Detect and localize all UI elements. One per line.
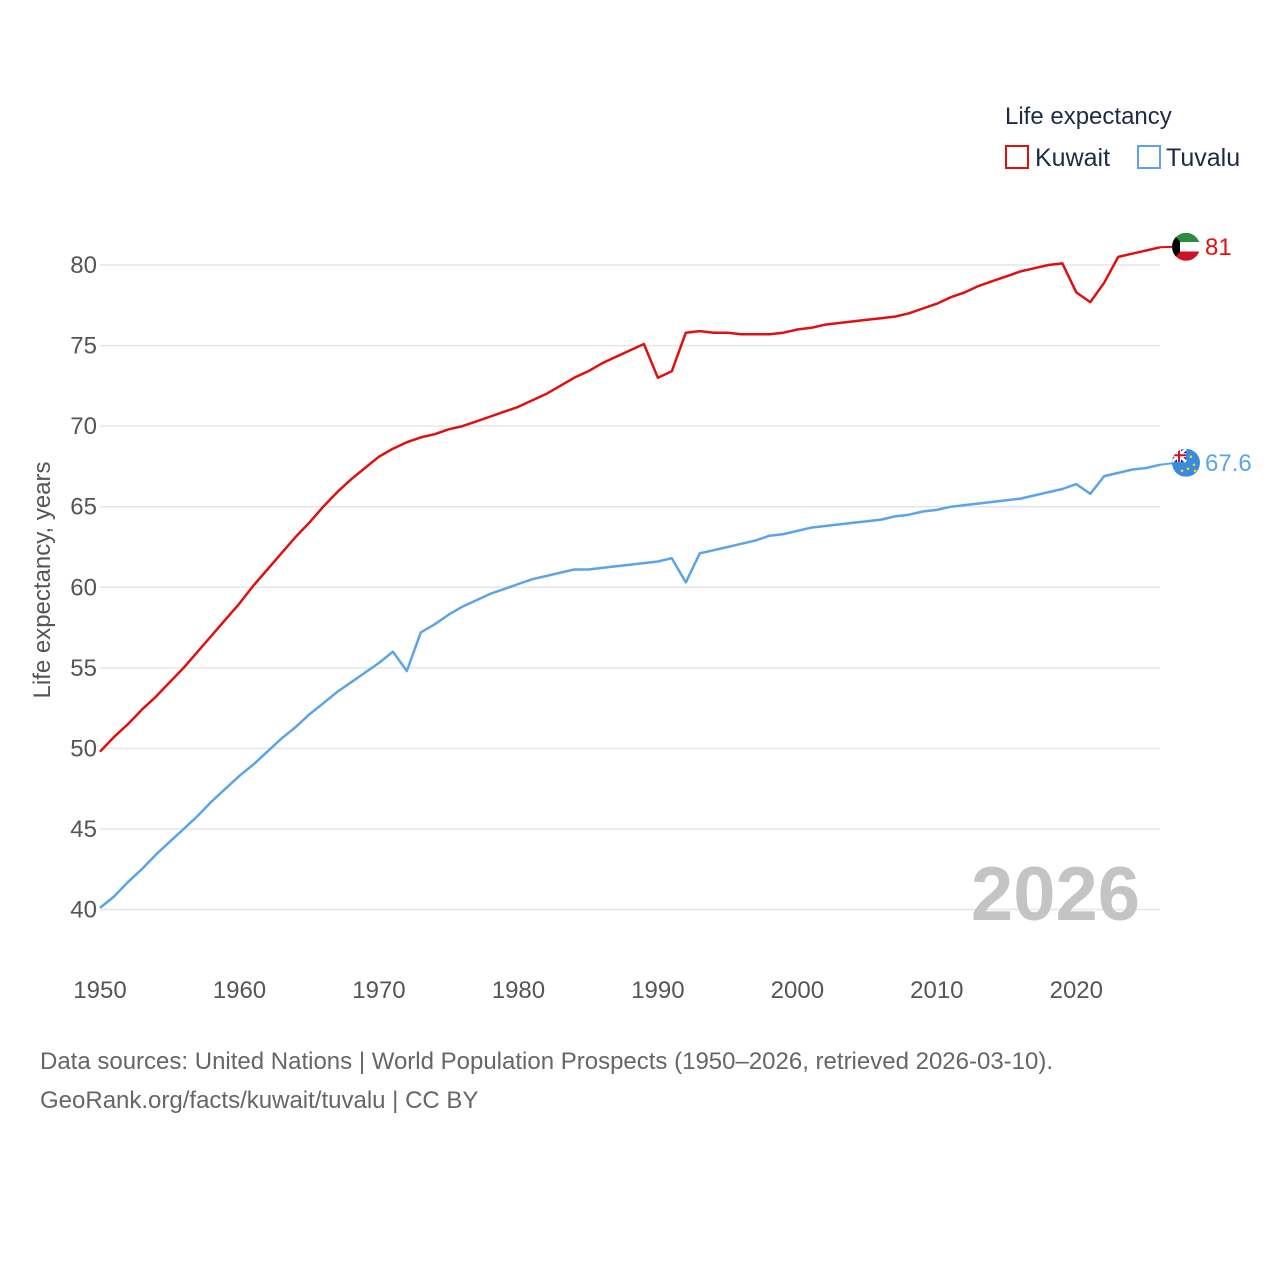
end-label-kuwait: 81 — [1205, 234, 1232, 261]
y-tick-label: 60 — [70, 574, 97, 601]
x-tick-label: 1960 — [213, 977, 266, 1004]
legend-item-tuvalu[interactable]: Tuvalu — [1137, 144, 1240, 172]
x-tick-label: 2010 — [910, 977, 963, 1004]
y-tick-label: 45 — [70, 816, 97, 843]
source-line-1: Data sources: United Nations | World Pop… — [40, 1048, 1053, 1075]
x-tick-label: 1970 — [352, 977, 405, 1004]
y-tick-label: 40 — [70, 897, 97, 924]
y-tick-label: 55 — [70, 655, 97, 682]
source-line-2[interactable]: GeoRank.org/facts/kuwait/tuvalu | CC BY — [40, 1087, 478, 1114]
end-label-tuvalu: 67.6 — [1205, 450, 1252, 477]
x-tick-label: 2000 — [771, 977, 824, 1004]
y-axis-ticks: 40 45 50 55 60 65 70 75 80 — [70, 252, 97, 924]
y-tick-label: 65 — [70, 494, 97, 521]
legend-item-kuwait[interactable]: Kuwait — [1005, 144, 1110, 172]
legend-label-tuvalu: Tuvalu — [1166, 144, 1240, 172]
y-tick-label: 75 — [70, 333, 97, 360]
y-tick-label: 70 — [70, 413, 97, 440]
kuwait-flag-icon — [1172, 232, 1200, 261]
x-tick-label: 2020 — [1050, 977, 1103, 1004]
legend-title: Life expectancy — [1005, 103, 1172, 130]
legend-label-kuwait: Kuwait — [1035, 144, 1110, 172]
x-tick-label: 1990 — [631, 977, 684, 1004]
y-tick-label: 50 — [70, 735, 97, 762]
x-axis-ticks: 1950 1960 1970 1980 1990 2000 2010 2020 — [73, 977, 1103, 1004]
y-tick-label: 80 — [70, 252, 97, 279]
legend-swatch-tuvalu — [1137, 145, 1161, 169]
series-line-tuvalu — [99, 463, 1161, 909]
legend: Life expectancy Kuwait Tuvalu — [1005, 103, 1240, 172]
y-axis-title: Life expectancy, years — [29, 461, 56, 698]
legend-swatch-kuwait — [1005, 145, 1029, 169]
x-tick-label: 1950 — [73, 977, 126, 1004]
series-line-kuwait — [99, 246, 1161, 753]
year-label: 2026 — [971, 852, 1140, 937]
gridlines — [100, 264, 1160, 911]
x-tick-label: 1980 — [492, 977, 545, 1004]
tuvalu-flag-icon — [1172, 448, 1200, 477]
